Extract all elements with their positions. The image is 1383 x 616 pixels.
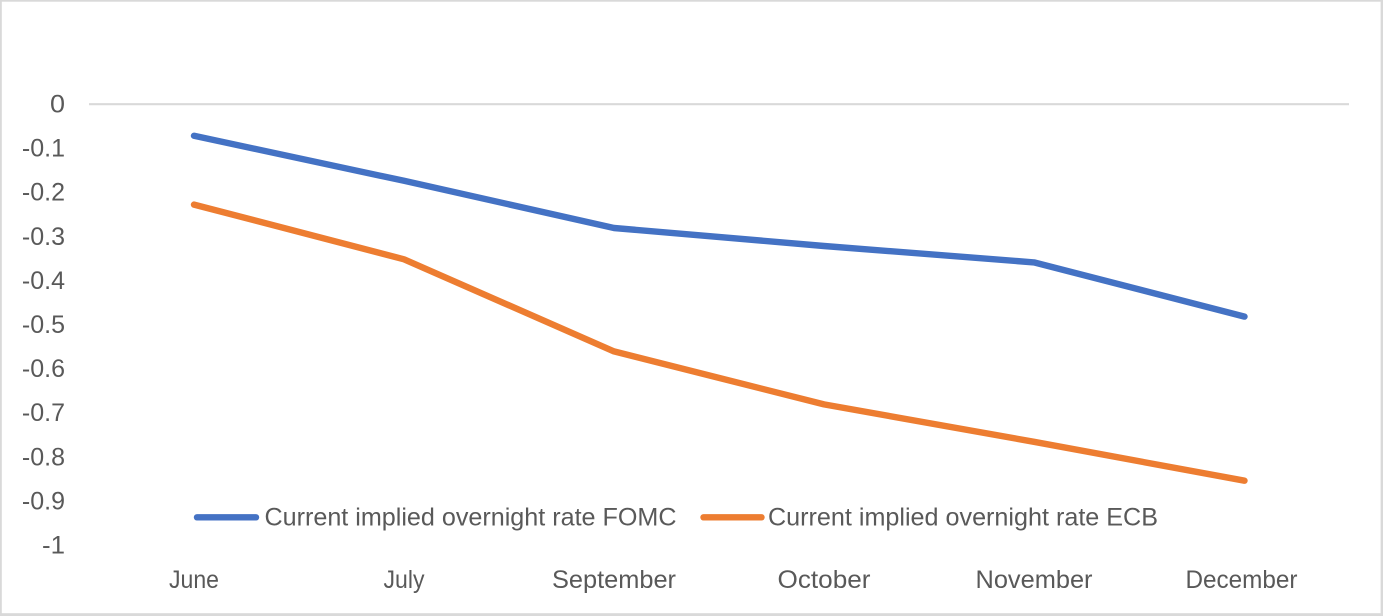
svg-text:October: October [778,566,871,594]
svg-text:-0.9: -0.9 [22,487,65,515]
svg-text:-0.7: -0.7 [22,399,65,427]
svg-text:-1: -1 [42,532,65,560]
svg-text:-0.1: -0.1 [22,135,65,163]
svg-text:September: September [552,566,676,594]
svg-text:June: June [169,566,219,594]
svg-text:-0.4: -0.4 [22,267,65,295]
svg-text:-0.8: -0.8 [22,443,65,471]
svg-text:0: 0 [50,91,65,119]
svg-text:-0.5: -0.5 [22,311,65,339]
svg-text:-0.6: -0.6 [22,355,65,383]
svg-text:Current implied overnight rate: Current implied overnight rate ECB [768,503,1158,531]
svg-text:July: July [384,566,425,594]
svg-text:December: December [1186,566,1298,594]
svg-text:-0.3: -0.3 [22,223,65,251]
svg-text:Current implied overnight rate: Current implied overnight rate FOMC [265,503,677,531]
svg-text:-0.2: -0.2 [22,179,65,207]
svg-text:November: November [976,566,1093,594]
